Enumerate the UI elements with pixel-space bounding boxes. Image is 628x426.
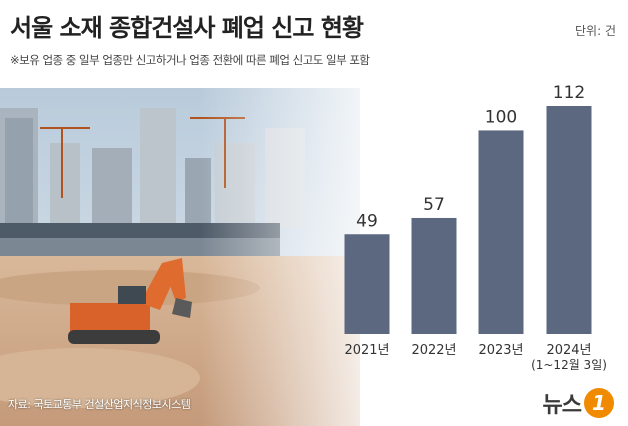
logo-circle-icon: 1 [584,388,614,418]
news1-logo: 뉴스 1 [543,388,614,418]
bar-3 [546,106,592,334]
logo-number: 1 [592,391,606,415]
category-label-3: 2024년 [546,343,591,358]
source-credit: 자료: 국토교통부 건설산업지식정보시스템 [8,398,191,411]
bar-value-label-0: 49 [356,211,378,231]
category-label-0: 2021년 [344,343,389,358]
bar-value-label-2: 100 [485,107,517,127]
footnote: ※보유 업종 중 일부 업종만 신고하거나 업종 전환에 따른 폐업 신고도 일… [10,53,370,67]
category-label-3-sub: (1~12월 3일) [531,358,607,372]
bar-value-label-3: 112 [553,83,585,103]
chart-title: 서울 소재 종합건설사 폐업 신고 현황 [10,14,364,42]
bar-2 [478,130,524,334]
category-label-2: 2023년 [478,343,523,358]
bar-0 [344,234,390,334]
bar-value-label-1: 57 [423,195,445,215]
logo-wordmark: 뉴스 [542,393,582,418]
bar-1 [411,217,457,334]
unit-label: 단위: 건 [575,24,616,38]
category-label-1: 2022년 [411,343,456,358]
